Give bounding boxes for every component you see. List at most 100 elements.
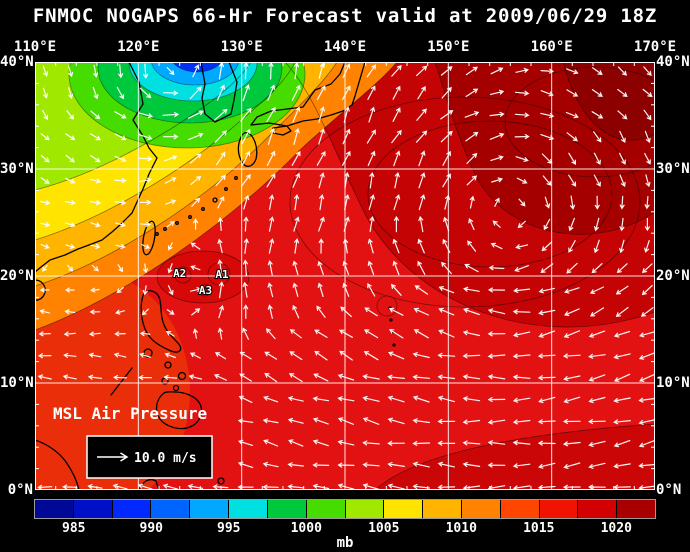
wind-arrow (42, 264, 48, 272)
wind-arrow (438, 329, 455, 338)
colorbar-segment (384, 500, 423, 518)
wind-arrow (444, 194, 450, 210)
wind-arrow (363, 329, 379, 339)
colorbar-unit-label: mb (336, 535, 354, 551)
wind-arrow (462, 374, 481, 380)
wind-arrow (563, 330, 581, 338)
wind-arrow (487, 419, 506, 425)
wind-arrow (363, 351, 379, 361)
wind-arrow (413, 307, 429, 316)
wind-arrow (165, 331, 175, 337)
wind-arrow (342, 150, 351, 166)
colorbar-segment (229, 500, 267, 518)
legend-speed-label: 10.0 m/s (134, 451, 197, 466)
wind-arrow (294, 62, 300, 80)
wind-arrow (542, 175, 552, 186)
wind-arrow (318, 128, 325, 145)
wind-arrow (190, 265, 201, 271)
wind-arrow (89, 200, 102, 206)
wind-arrow (114, 200, 127, 206)
wind-arrow (342, 260, 350, 275)
wind-arrow (537, 440, 556, 446)
wind-arrow (412, 395, 430, 403)
wind-arrow (540, 68, 555, 74)
wind-arrow (487, 308, 506, 315)
wind-arrow (464, 263, 479, 273)
wind-arrow (113, 374, 127, 380)
lat-label: 10°N (0, 375, 34, 391)
wind-arrow (588, 462, 606, 469)
colorbar-segment (617, 500, 655, 518)
wind-arrow (262, 461, 279, 468)
wind-arrow (189, 153, 202, 164)
coast-china (35, 62, 158, 273)
wind-arrow (442, 150, 451, 166)
colorbar-tick-labels: 985 990 995 1000 1005 1010 1015 1020 (0, 521, 690, 536)
wind-arrow (540, 90, 554, 97)
wind-arrow (512, 440, 531, 446)
wind-arrow (269, 194, 275, 210)
wind-arrow (238, 395, 253, 403)
wind-arrow (287, 396, 304, 402)
wind-arrow (287, 462, 304, 468)
wind-arrow (390, 283, 402, 296)
wind-arrow (540, 263, 554, 273)
wind-arrow (138, 156, 153, 162)
wind-arrow (469, 195, 475, 209)
wind-arrow (342, 85, 351, 100)
lat-label: 20°N (0, 268, 34, 284)
lon-label: 120°E (117, 39, 160, 55)
wind-arrow (91, 265, 99, 272)
lon-label: 160°E (530, 39, 573, 55)
wind-arrow (318, 62, 325, 79)
wind-arrow (40, 244, 50, 249)
wind-arrow (638, 439, 655, 448)
wind-arrow (239, 351, 252, 360)
wind-arrow (143, 63, 149, 79)
wind-arrow (613, 440, 631, 448)
wind-arrow (112, 483, 128, 490)
wind-arrow (142, 285, 148, 296)
wind-arrow (369, 216, 375, 232)
wind-arrow (216, 84, 225, 101)
wind-arrow (393, 194, 401, 211)
wind-arrow (164, 155, 178, 162)
wind-arrow (467, 240, 477, 252)
wind-arrow (242, 327, 249, 340)
coast-sulawesi (138, 478, 160, 490)
storm-labels: A1 A2 A3 (172, 266, 230, 298)
wind-arrow (190, 175, 202, 185)
wind-arrow (139, 177, 152, 183)
wind-arrow (39, 287, 50, 293)
wind-arrow (639, 331, 655, 338)
wind-arrow (90, 243, 101, 249)
wind-arrow (337, 396, 355, 402)
wind-arrow (619, 195, 625, 210)
wind-arrow (193, 218, 199, 230)
wind-arrow (267, 304, 273, 319)
colorbar-segment (267, 500, 306, 518)
wind-arrow (89, 309, 101, 315)
wind-arrow (638, 463, 655, 469)
colorbar-segment (73, 500, 112, 518)
lat-label: 30°N (0, 161, 34, 177)
wind-arrow (40, 155, 50, 163)
wind-arrow (392, 238, 400, 254)
wind-arrow (164, 352, 176, 359)
wind-arrow (318, 172, 325, 189)
wind-arrow (287, 484, 304, 490)
wind-arrow (191, 197, 201, 207)
wind-arrow (239, 373, 252, 382)
wind-arrow (312, 462, 330, 468)
wind-arrow (566, 262, 578, 274)
wind-arrow (563, 375, 581, 381)
wind-arrow (563, 462, 581, 469)
lat-label: 10°N (656, 375, 690, 391)
wind-arrow (137, 483, 153, 490)
colorbar-tick: 1020 (600, 521, 632, 536)
wind-arrow (512, 353, 531, 359)
wind-arrow (368, 106, 376, 123)
wind-arrow (489, 89, 505, 95)
wind-arrow (115, 222, 126, 228)
wind-arrow (613, 463, 631, 469)
